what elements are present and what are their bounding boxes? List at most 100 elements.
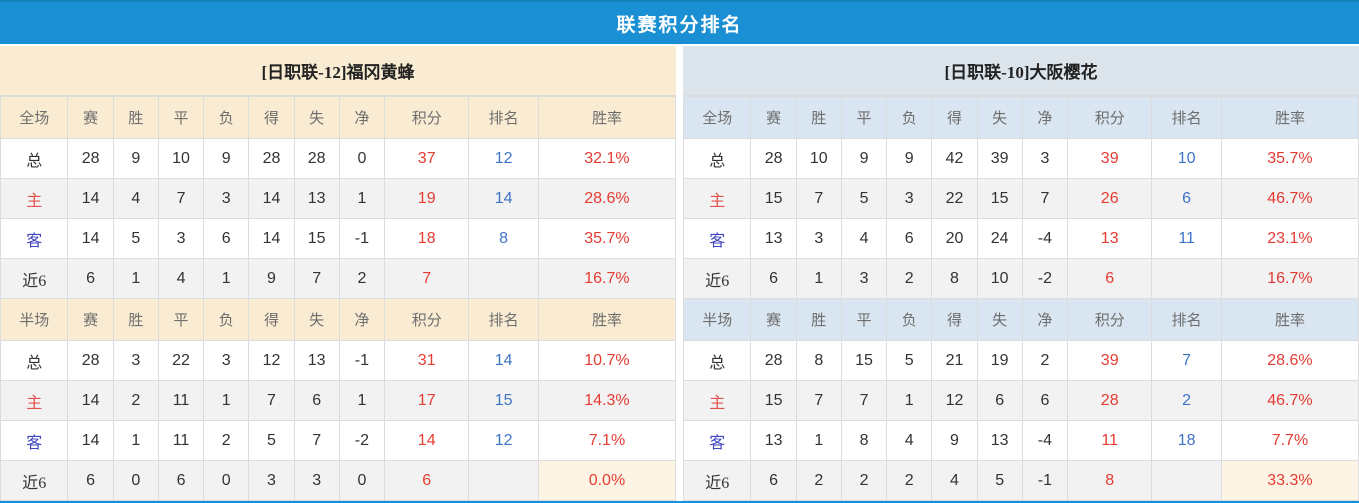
stat-cell: 28 xyxy=(67,138,114,179)
col-header-cell: 平 xyxy=(157,96,205,139)
stat-cell: -4 xyxy=(1021,420,1069,461)
stat-cell: 2 xyxy=(1021,340,1069,381)
col-header-cell: 胜率 xyxy=(537,96,677,139)
stat-cell: 14 xyxy=(67,178,114,219)
stat-cell: 10 xyxy=(795,138,842,179)
stat-cell: 1 xyxy=(338,380,386,421)
winrate-cell: 35.7% xyxy=(1220,138,1359,179)
col-header-cell: 全场 xyxy=(682,96,752,139)
col-header-cell: 失 xyxy=(976,96,1023,139)
col-header-cell: 失 xyxy=(976,298,1023,341)
full-stat-row: 近6 6 1 4 1 9 7 2 7 16.7% xyxy=(0,258,677,299)
col-header-cell: 半场 xyxy=(0,298,69,341)
stat-cell: 3 xyxy=(886,178,933,219)
stat-cell: 7 xyxy=(840,380,888,421)
rank-cell: 14 xyxy=(468,178,539,219)
stat-cell: 42 xyxy=(931,138,978,179)
home-team-title: [日职联-12]福冈黄蜂 xyxy=(0,46,676,96)
stat-cell: -2 xyxy=(338,420,386,461)
stat-cell: 7 xyxy=(157,178,205,219)
col-header-cell: 得 xyxy=(931,96,978,139)
col-header-cell: 积分 xyxy=(384,96,470,139)
rank-cell xyxy=(468,460,539,501)
stat-cell: 6 xyxy=(886,218,933,259)
half-stat-row: 近6 6 2 2 2 4 5 -1 8 33.3% xyxy=(682,460,1359,501)
stat-cell: 39 xyxy=(976,138,1023,179)
home-team-panel: [日职联-12]福冈黄蜂 全场赛胜平负得失净积分 排名 胜率总 28 9 10 9 28 28 0… xyxy=(0,46,677,501)
away-team-title: [日职联-10]大阪樱花 xyxy=(683,46,1359,96)
points-cell: 8 xyxy=(1067,460,1153,501)
stat-cell: 7 xyxy=(795,178,842,219)
stat-cell: 7 xyxy=(795,380,842,421)
stat-cell: 14 xyxy=(67,420,114,461)
stat-cell: 9 xyxy=(203,138,250,179)
winrate-cell: 14.3% xyxy=(537,380,677,421)
winrate-cell: 16.7% xyxy=(537,258,677,299)
stat-cell: 9 xyxy=(112,138,159,179)
stat-cell: 9 xyxy=(248,258,295,299)
winrate-cell: 7.1% xyxy=(537,420,677,461)
winrate-cell: 35.7% xyxy=(537,218,677,259)
full-stat-row: 主 14 4 7 3 14 13 1 19 14 28.6% xyxy=(0,178,677,219)
col-header-cell: 负 xyxy=(886,96,933,139)
col-header-cell: 负 xyxy=(203,298,250,341)
stat-cell: 20 xyxy=(931,218,978,259)
winrate-cell: 7.7% xyxy=(1220,420,1359,461)
stat-cell: -1 xyxy=(1021,460,1069,501)
col-header-cell: 得 xyxy=(931,298,978,341)
stat-cell: 12 xyxy=(248,340,295,381)
stat-cell: 11 xyxy=(157,420,205,461)
row-label: 近6 xyxy=(0,258,69,299)
rank-cell: 2 xyxy=(1151,380,1222,421)
stat-cell: -1 xyxy=(338,340,386,381)
stat-cell: 1 xyxy=(338,178,386,219)
stat-cell: 5 xyxy=(976,460,1023,501)
col-header-cell: 胜率 xyxy=(537,298,677,341)
rank-cell: 8 xyxy=(468,218,539,259)
col-header-cell: 净 xyxy=(1021,96,1069,139)
points-cell: 17 xyxy=(384,380,470,421)
winrate-cell: 46.7% xyxy=(1220,178,1359,219)
col-header-cell: 积分 xyxy=(384,298,470,341)
stat-cell: 7 xyxy=(293,420,340,461)
col-header-cell: 赛 xyxy=(67,96,114,139)
stat-cell: 24 xyxy=(976,218,1023,259)
points-cell: 19 xyxy=(384,178,470,219)
stat-cell: 5 xyxy=(248,420,295,461)
col-header-cell: 胜 xyxy=(795,298,842,341)
row-label: 客 xyxy=(0,420,69,461)
stat-cell: 6 xyxy=(67,460,114,501)
full-stat-row: 主 15 7 5 3 22 15 7 26 6 46.7% xyxy=(682,178,1359,219)
winrate-cell: 0.0% xyxy=(537,460,677,501)
stat-cell: 10 xyxy=(157,138,205,179)
stat-cell: 2 xyxy=(886,258,933,299)
col-header-cell: 负 xyxy=(203,96,250,139)
col-header-cell: 半场 xyxy=(682,298,752,341)
stat-cell: 6 xyxy=(157,460,205,501)
col-header-cell: 净 xyxy=(338,298,386,341)
stat-cell: 22 xyxy=(931,178,978,219)
col-header-cell: 胜率 xyxy=(1220,298,1359,341)
stat-cell: 0 xyxy=(338,460,386,501)
half-stat-row: 近6 6 0 6 0 3 3 0 6 0.0% xyxy=(0,460,677,501)
stat-cell: 2 xyxy=(203,420,250,461)
stat-cell: 11 xyxy=(157,380,205,421)
stat-cell: 8 xyxy=(840,420,888,461)
col-header-cell: 胜 xyxy=(112,96,159,139)
points-cell: 11 xyxy=(1067,420,1153,461)
rank-cell: 11 xyxy=(1151,218,1222,259)
stat-cell: 3 xyxy=(203,178,250,219)
stat-cell: 2 xyxy=(840,460,888,501)
stat-cell: 2 xyxy=(886,460,933,501)
row-label: 客 xyxy=(682,218,752,259)
row-label: 总 xyxy=(0,138,69,179)
row-label: 主 xyxy=(0,178,69,219)
stat-cell: -4 xyxy=(1021,218,1069,259)
rank-cell xyxy=(1151,460,1222,501)
tables-container: [日职联-12]福冈黄蜂 全场赛胜平负得失净积分 排名 胜率总 28 9 10 9 28 28 0… xyxy=(0,46,1359,503)
stat-cell: 3 xyxy=(203,340,250,381)
stat-cell: 3 xyxy=(795,218,842,259)
stat-cell: 1 xyxy=(203,258,250,299)
col-header-cell: 平 xyxy=(840,298,888,341)
stat-cell: 1 xyxy=(112,258,159,299)
